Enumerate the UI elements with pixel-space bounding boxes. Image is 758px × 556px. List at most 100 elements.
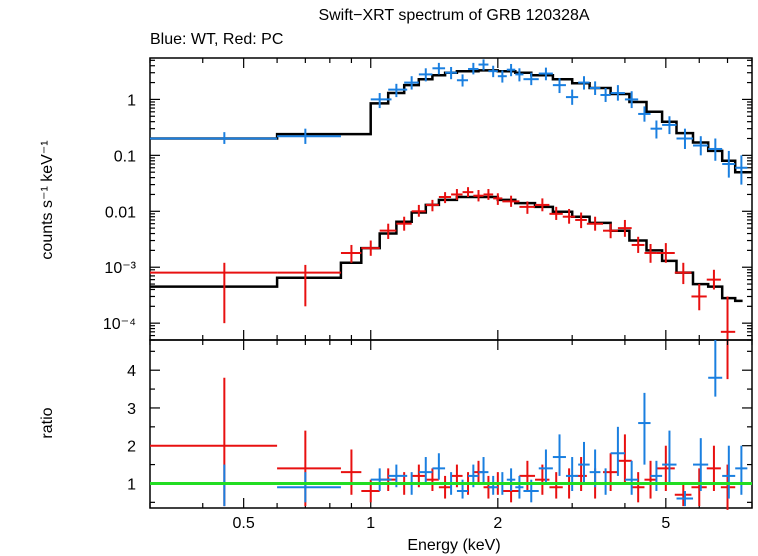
pc-data-point	[493, 193, 503, 205]
pc-ratio-point	[277, 430, 341, 507]
ratio-panel: 0.5 1 2 5 1 2 3 4	[127, 339, 753, 532]
pc-ratio-point	[340, 449, 362, 495]
pc-data-point	[277, 264, 341, 307]
wt-data-point	[638, 106, 651, 122]
wt-ratio-point	[277, 472, 341, 503]
pc-ratio-point	[549, 472, 563, 499]
wt-data-point	[565, 89, 579, 105]
wt-ratio-point	[478, 457, 489, 484]
pc-data-point	[706, 269, 721, 290]
x-tick-label: 5	[661, 515, 670, 532]
pc-data-point	[617, 219, 632, 237]
pc-data-point	[586, 216, 604, 231]
wt-ratio-point	[610, 426, 625, 476]
y-tick-label: 10⁻⁴	[103, 316, 136, 333]
pc-ratio-point	[644, 460, 657, 499]
wt-data-point	[662, 116, 677, 135]
wt-ratio-point	[432, 453, 446, 480]
pc-ratio-point	[438, 475, 452, 499]
chart-title: Swift−XRT spectrum of GRB 120328A	[318, 7, 589, 24]
wt-ratio-point	[515, 475, 524, 499]
wt-ratio-point	[578, 441, 590, 484]
pc-ratio-point	[575, 457, 587, 492]
wt-ratio-point	[418, 457, 433, 484]
pc-data-point	[535, 198, 550, 212]
wt-data-point	[693, 136, 709, 156]
wt-ratio-point	[662, 430, 677, 484]
y-tick-label: 0.01	[105, 204, 136, 221]
wt-data-point	[488, 65, 498, 78]
wt-data-point	[650, 120, 663, 139]
wt-ratio-point	[370, 468, 392, 492]
pc-ratio-point	[150, 377, 278, 507]
y-tick-label: 3	[127, 401, 136, 418]
y-tick-label: 10⁻³	[104, 260, 136, 277]
pc-data-point	[425, 199, 439, 212]
pc-model-line	[150, 195, 743, 303]
wt-data-point	[722, 150, 736, 178]
wt-data-point	[676, 128, 694, 149]
pc-data-point	[644, 244, 657, 263]
wt-data-point	[277, 128, 341, 144]
pc-data-point	[451, 189, 463, 200]
pc-data-point	[379, 223, 397, 239]
pc-data-point	[340, 244, 362, 263]
pc-data-point	[562, 208, 576, 224]
pc-data-point	[519, 201, 536, 214]
y-tick-label: 1	[127, 476, 136, 493]
pc-data-point	[438, 192, 452, 204]
wt-ratio-point	[589, 449, 601, 488]
wt-data-point	[578, 76, 590, 90]
wt-ratio-point	[565, 457, 579, 492]
pc-ratio-point	[691, 468, 707, 507]
pc-ratio-point	[617, 434, 632, 484]
wt-data-point	[445, 66, 457, 80]
wt-ratio-point	[722, 445, 736, 499]
wt-data-point	[600, 87, 611, 102]
wt-data-point	[552, 78, 566, 94]
pc-data-point	[549, 206, 563, 220]
wt-data-point	[418, 68, 433, 82]
spectrum-y-axis-label: counts s⁻¹ keV⁻¹	[39, 140, 56, 259]
wt-ratio-point	[488, 475, 498, 495]
pc-data-point	[502, 195, 520, 207]
wt-data-point	[150, 132, 278, 144]
pc-data-point	[720, 296, 736, 380]
y-tick-label: 0.1	[114, 148, 136, 165]
y-tick-label: 2	[127, 439, 136, 456]
pc-ratio-point	[519, 460, 536, 492]
wt-ratio-point	[552, 434, 566, 476]
wt-data-point	[538, 67, 553, 81]
ratio-y-axis-label: ratio	[39, 407, 56, 438]
pc-data-point	[462, 187, 474, 198]
wt-ratio-point	[676, 491, 694, 507]
pc-data-point	[483, 189, 494, 200]
pc-ratio-point	[535, 464, 550, 495]
x-tick-label: 1	[366, 515, 375, 532]
pc-data-point	[656, 243, 675, 263]
pc-data-point	[473, 190, 484, 202]
wt-data-point	[497, 70, 507, 83]
wt-model-line	[150, 69, 752, 174]
wt-data-point	[708, 138, 723, 161]
pc-data-point	[691, 284, 707, 311]
wt-data-point	[456, 74, 469, 87]
wt-data-point	[432, 62, 446, 75]
wt-ratio-point	[506, 468, 516, 492]
wt-ratio-point	[735, 445, 748, 495]
chart-subtitle: Blue: WT, Red: PC	[150, 31, 283, 48]
x-tick-label: 0.5	[233, 515, 255, 532]
wt-data-point	[478, 59, 489, 71]
wt-ratio-point	[650, 460, 663, 492]
wt-data-point	[388, 83, 408, 98]
wt-ratio-point	[150, 464, 278, 507]
wt-ratio-point	[708, 340, 723, 397]
pc-data-point	[150, 262, 278, 324]
pc-data-point	[411, 204, 426, 217]
wt-data-point	[515, 68, 524, 82]
wt-data-point	[468, 62, 479, 75]
wt-data-point	[506, 63, 516, 77]
pc-data-point	[396, 216, 412, 231]
wt-data-point	[589, 81, 601, 95]
